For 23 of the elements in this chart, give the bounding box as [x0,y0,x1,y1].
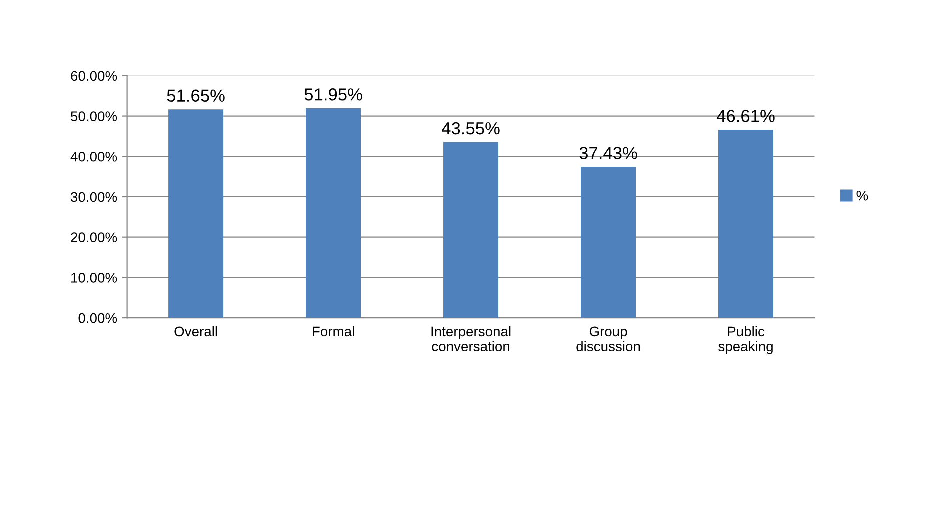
data-label: 43.55% [442,122,500,135]
x-tick-label: Formal [313,326,354,337]
x-tick-label: Interpersonal conversation [432,326,511,352]
y-tick-label: 60.00% [71,71,118,82]
bar [306,108,362,318]
y-tick-label: 30.00% [71,192,118,202]
data-label: 51.65% [167,90,225,102]
data-label: 46.61% [716,110,775,122]
data-label: 51.95% [304,88,362,101]
bar [444,142,499,318]
bar [718,130,774,318]
y-tick-label: 10.00% [72,273,118,283]
x-tick-label: Overall [174,326,218,337]
bar [168,110,224,318]
y-tick-label: 40.00% [70,152,118,162]
data-label: 37.43% [580,147,638,160]
x-tick-label: Group discussion [576,326,640,352]
legend-label: % [856,190,868,201]
y-tick-label: 0.00% [78,313,118,324]
y-tick-label: 50.00% [71,112,118,122]
x-tick-label: Public speaking [718,326,773,354]
bar [581,167,636,318]
y-tick-label: 20.00% [71,232,118,243]
